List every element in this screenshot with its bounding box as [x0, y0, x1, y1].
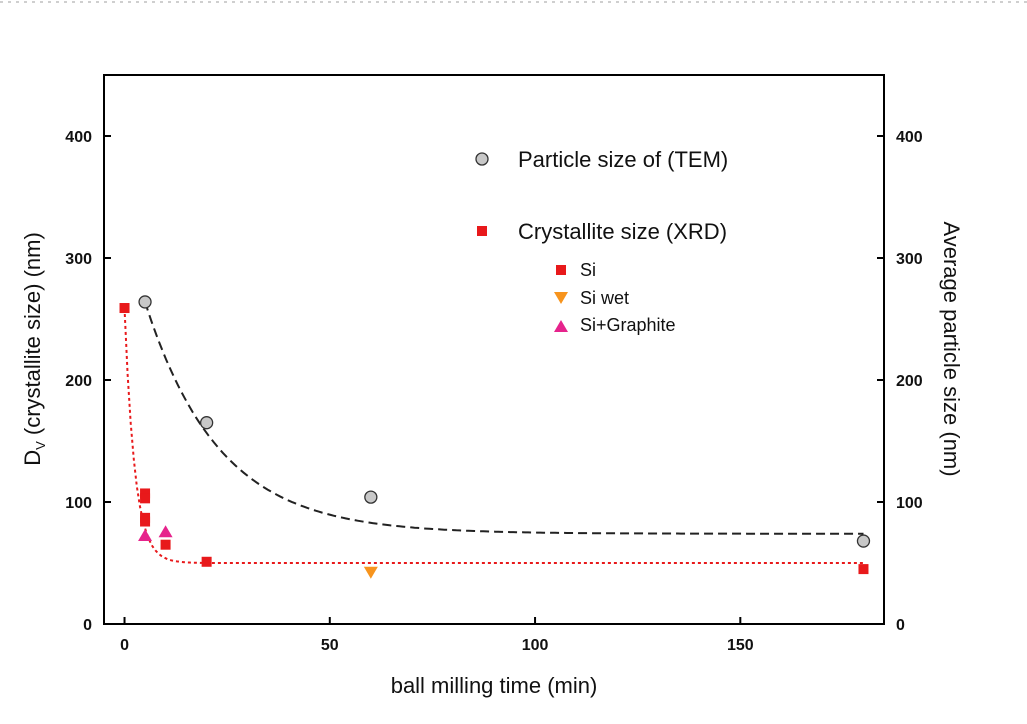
- x-tick-label: 150: [727, 637, 754, 654]
- legend-marker-si: [556, 265, 566, 275]
- data-point-si-wet: [363, 566, 378, 579]
- y-left-tick-label: 100: [65, 495, 92, 512]
- x-tick-label: 100: [522, 637, 549, 654]
- x-tick-label: 0: [120, 637, 129, 654]
- data-point-si-graphite: [138, 528, 153, 541]
- y-left-tick-label: 400: [65, 129, 92, 146]
- data-point-si: [140, 516, 151, 527]
- plot-frame: [103, 74, 885, 625]
- data-point-si-graphite: [158, 525, 173, 538]
- legend: Particle size of (TEM) Crystallite size …: [475, 147, 728, 335]
- data-point-particle-size-of-tem: [856, 534, 871, 548]
- data-point-si: [160, 539, 171, 550]
- data-point-particle-size-of-tem: [138, 295, 152, 309]
- data-point-si: [858, 564, 869, 575]
- data-point-particle-size-of-tem: [364, 490, 378, 504]
- y-axis-right-title: Average particle size (nm): [939, 221, 964, 476]
- data-point-si: [119, 303, 130, 314]
- y-right-tick-label: 400: [896, 129, 923, 146]
- data-point-particle-size-of-tem: [199, 416, 214, 430]
- legend-label-si: Si: [580, 260, 596, 280]
- y-axis-left-title-subscript: V: [33, 441, 48, 450]
- y-right-tick-label: 200: [896, 373, 923, 390]
- fit-curves: [123, 301, 864, 564]
- legend-marker-xrd: [477, 226, 487, 236]
- y-right-tick-label: 0: [896, 617, 905, 634]
- y-right-tick-label: 300: [896, 251, 923, 268]
- legend-marker-si-graphite: [554, 320, 568, 332]
- legend-marker-tem: [475, 152, 489, 166]
- data-point-si: [201, 556, 212, 567]
- legend-label-si-wet: Si wet: [580, 288, 629, 308]
- y-right-tick-label: 100: [896, 495, 923, 512]
- y-left-tick-label: 0: [83, 617, 92, 634]
- data-points: [119, 295, 871, 579]
- x-axis-title: ball milling time (min): [391, 673, 598, 698]
- legend-label-xrd: Crystallite size (XRD): [518, 219, 727, 244]
- x-tick-label: 50: [321, 637, 339, 654]
- y-left-tick-label: 300: [65, 251, 92, 268]
- axis-ticks: 0 50 100 150 0 0 100 100 200 200 300 300 400 400: [65, 129, 923, 654]
- fit-curve: [123, 307, 864, 564]
- y-axis-left-title: DV (crystallite size) (nm): [20, 232, 48, 466]
- legend-marker-si-wet: [554, 292, 568, 304]
- data-point-si: [140, 493, 151, 504]
- legend-label-tem: Particle size of (TEM): [518, 147, 728, 172]
- y-left-tick-label: 200: [65, 373, 92, 390]
- legend-label-si-graphite: Si+Graphite: [580, 315, 676, 335]
- fit-curve: [144, 301, 864, 535]
